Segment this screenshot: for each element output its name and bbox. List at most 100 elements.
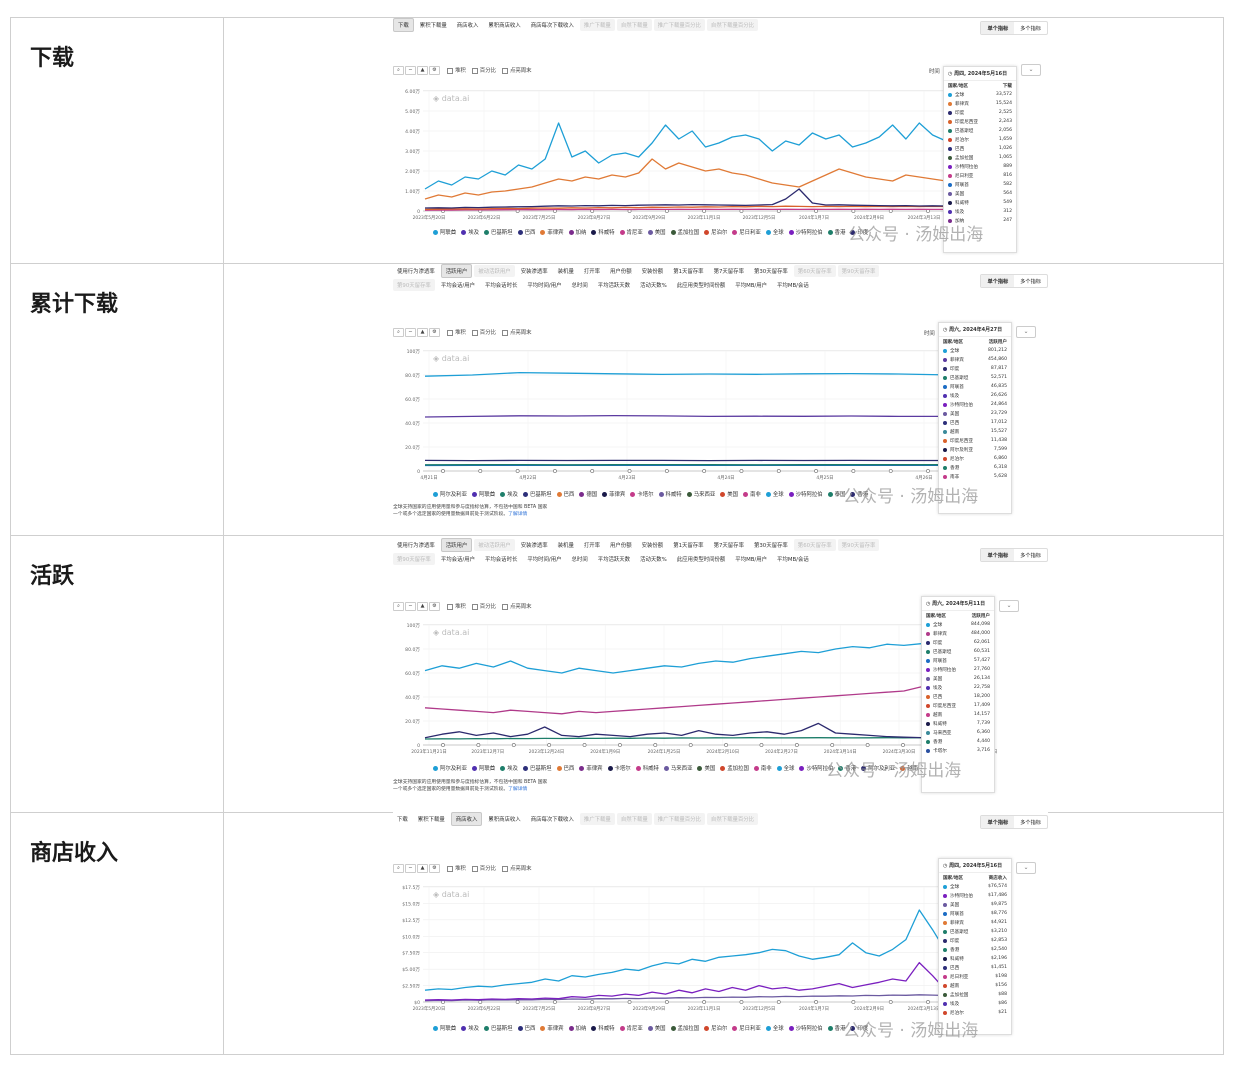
legend-item[interactable]: 阿尔及利亚 [861, 764, 895, 772]
event-marker[interactable] [888, 1000, 893, 1004]
legend-item[interactable]: 菲律宾 [540, 1024, 564, 1032]
tab-17[interactable]: 平均时间/用户 [527, 557, 562, 563]
tab-3[interactable]: 被动活跃用户 [474, 265, 515, 277]
event-marker[interactable] [478, 469, 483, 473]
legend-item[interactable]: 全球 [765, 1024, 784, 1032]
tab-13[interactable]: 第90天留存率 [837, 539, 880, 551]
learn-more-link[interactable]: 了解详情 [508, 787, 528, 792]
legend-item[interactable]: 南非 [743, 490, 761, 498]
line-icon[interactable]: ∼ [405, 66, 416, 75]
legend-item[interactable]: 阿联酋 [471, 490, 495, 498]
legend-item[interactable]: 科威特 [591, 228, 615, 236]
tab-22[interactable]: 平均MB/用户 [735, 557, 768, 563]
legend-item[interactable]: 巴基斯坦 [522, 764, 552, 772]
checkbox-1[interactable] [447, 603, 453, 610]
legend-item[interactable]: 美国 [720, 490, 738, 498]
tab-18[interactable]: 总时间 [571, 557, 588, 563]
tab-14[interactable]: 第90天留存率 [393, 553, 435, 565]
tab-3[interactable]: 商店收入 [456, 23, 479, 29]
event-marker[interactable] [653, 743, 658, 747]
tab-5[interactable]: 商店每次下载收入 [530, 817, 574, 823]
legend-item[interactable]: 巴基斯坦 [483, 228, 513, 236]
event-marker[interactable] [590, 469, 595, 473]
tab-1[interactable]: 使用行为渗透率 [397, 543, 435, 549]
legend-item[interactable]: 美国 [697, 764, 715, 772]
line-icon[interactable]: ∼ [405, 328, 416, 337]
checkbox-1[interactable] [447, 865, 453, 872]
range-dropdown[interactable]: ⌄ [1016, 862, 1036, 874]
tab-4[interactable]: 累积商店收入 [488, 23, 521, 29]
tab-12[interactable]: 第60天留存率 [793, 265, 836, 277]
checkbox-2[interactable] [471, 603, 478, 610]
metric-mode-toggle[interactable]: 单个指标 多个指标 [980, 815, 1048, 829]
event-marker[interactable] [688, 743, 693, 747]
range-dropdown[interactable]: ⌄ [999, 600, 1019, 612]
tab-2[interactable]: 累积下载量 [419, 23, 447, 29]
event-marker[interactable] [664, 469, 669, 473]
event-marker[interactable] [776, 1000, 781, 1004]
tab-5[interactable]: 商店每次下载收入 [530, 23, 574, 29]
checkbox-2[interactable] [471, 865, 478, 872]
range-dropdown[interactable]: ⌄ [1016, 326, 1036, 338]
tab-5[interactable]: 装机量 [557, 543, 574, 549]
legend-item[interactable]: 卡塔尔 [630, 490, 654, 498]
event-marker[interactable] [865, 743, 870, 747]
tab-4[interactable]: 安装渗透率 [520, 269, 548, 275]
tab-9[interactable]: 自然下载量百分比 [706, 19, 759, 31]
checkbox-3[interactable] [501, 329, 508, 336]
single-metric-button[interactable]: 单个指标 [981, 816, 1015, 828]
checkbox-1[interactable] [447, 67, 453, 74]
checkbox-3[interactable] [501, 603, 508, 610]
legend-item[interactable]: 全球 [765, 490, 784, 498]
legend-item[interactable]: 马来西亚 [686, 490, 715, 498]
multi-metric-button[interactable]: 多个指标 [1020, 553, 1041, 559]
legend-item[interactable]: 沙特阿拉伯 [799, 764, 833, 772]
tab-16[interactable]: 平均会话时长 [485, 557, 518, 563]
tab-8[interactable]: 安装份额 [641, 543, 664, 549]
tab-10[interactable]: 第7天留存率 [713, 543, 744, 549]
single-metric-button[interactable]: 单个指标 [981, 549, 1015, 561]
zoom-icon[interactable]: ⌕ [393, 66, 404, 75]
metric-mode-toggle[interactable]: 单个指标 多个指标 [980, 21, 1048, 35]
tab-8[interactable]: 安装份额 [641, 269, 664, 275]
legend-item[interactable]: 全球 [776, 764, 794, 772]
legend-item[interactable]: 美国 [647, 1024, 666, 1032]
legend-item[interactable]: 孟加拉国 [670, 1024, 699, 1032]
event-marker[interactable] [627, 469, 632, 473]
settings-icon[interactable]: ⚙ [429, 602, 440, 611]
tab-15[interactable]: 平均会话/用户 [440, 557, 475, 563]
legend-item[interactable]: 马来西亚 [663, 764, 692, 772]
legend-item[interactable]: 菲律宾 [579, 764, 603, 772]
tab-22[interactable]: 平均MB/用户 [735, 283, 768, 289]
event-marker[interactable] [776, 469, 781, 473]
tab-19[interactable]: 平均活跃天数 [597, 283, 631, 289]
legend-item[interactable]: 埃及 [500, 764, 518, 772]
event-marker[interactable] [582, 743, 587, 747]
legend-item[interactable]: 阿联酋 [433, 1024, 456, 1032]
legend-item[interactable]: 尼泊尔 [704, 228, 727, 236]
tab-14[interactable]: 第90天留存率 [393, 279, 435, 291]
single-metric-button[interactable]: 单个指标 [981, 275, 1015, 287]
tab-1[interactable]: 下载 [397, 817, 408, 823]
learn-more-link[interactable]: 了解详情 [508, 512, 528, 517]
legend-item[interactable]: 香港 [827, 1024, 845, 1032]
legend-item[interactable]: 尼泊尔 [704, 1024, 727, 1032]
tab-23[interactable]: 平均MB/会话 [777, 283, 809, 289]
legend-item[interactable]: 菲律宾 [602, 490, 625, 498]
event-marker[interactable] [926, 1000, 930, 1004]
single-metric-button[interactable]: 单个指标 [981, 22, 1015, 34]
settings-icon[interactable]: ⚙ [429, 328, 440, 337]
legend-item[interactable]: 香港 [827, 228, 845, 236]
settings-icon[interactable]: ⚙ [429, 66, 440, 75]
event-marker[interactable] [515, 469, 520, 473]
tab-12[interactable]: 第60天留存率 [793, 539, 836, 551]
legend-item[interactable]: 加纳 [568, 228, 586, 236]
tab-7[interactable]: 用户份额 [610, 269, 632, 275]
legend-item[interactable]: 泰国 [827, 490, 845, 498]
checkbox-2[interactable] [471, 67, 478, 74]
tab-11[interactable]: 第30天留存率 [753, 269, 788, 275]
event-marker[interactable] [476, 743, 481, 747]
event-marker[interactable] [553, 1000, 557, 1004]
event-marker[interactable] [851, 469, 856, 473]
event-marker[interactable] [739, 1000, 744, 1004]
